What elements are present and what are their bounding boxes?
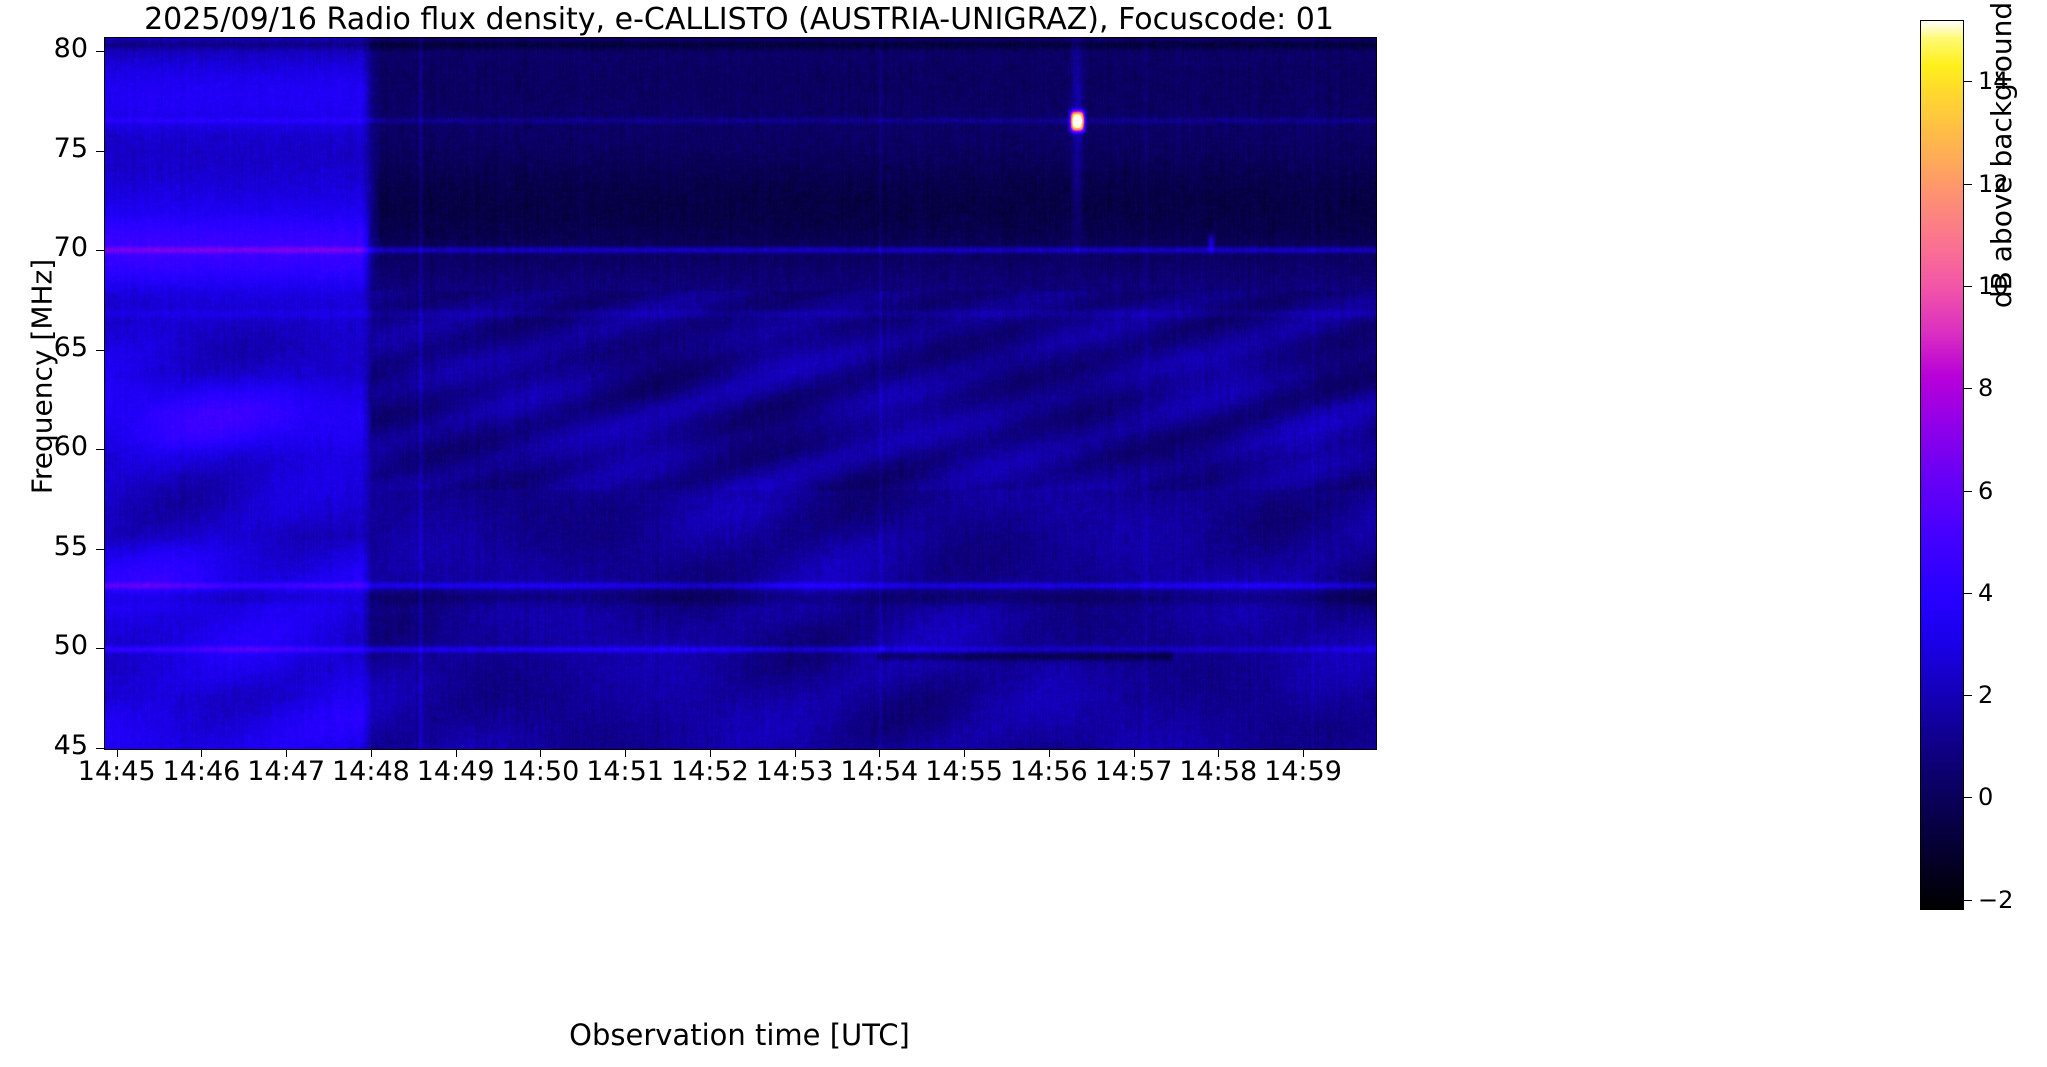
page-title: 2025/09/16 Radio flux density, e-CALLIST… — [144, 2, 1334, 37]
y-tick-mark — [96, 250, 104, 251]
x-tick-mark — [795, 749, 796, 757]
colorbar-tick-label: 4 — [1978, 578, 1994, 607]
x-tick-label: 14:58 — [1179, 756, 1258, 787]
colorbar-tick-mark — [1964, 184, 1972, 185]
x-tick-label: 14:46 — [162, 756, 241, 787]
x-tick-label: 14:54 — [840, 756, 919, 787]
x-tick-label: 14:47 — [247, 756, 326, 787]
x-tick-mark — [964, 749, 965, 757]
x-tick-mark — [201, 749, 202, 757]
colorbar-tick-label: 0 — [1978, 783, 1994, 812]
x-tick-label: 14:53 — [755, 756, 834, 787]
y-tick-mark — [96, 549, 104, 550]
colorbar-label: dB above background — [1985, 1, 2018, 309]
x-tick-mark — [286, 749, 287, 757]
x-tick-label: 14:56 — [1009, 756, 1088, 787]
x-tick-mark — [456, 749, 457, 757]
colorbar-tick-mark — [1964, 81, 1972, 82]
spectrogram-plot-area[interactable] — [104, 37, 1377, 750]
colorbar-tick-mark — [1964, 286, 1972, 287]
y-tick-mark — [96, 51, 104, 52]
y-tick-label: 80 — [53, 32, 88, 64]
y-tick-mark — [96, 350, 104, 351]
x-tick-label: 14:51 — [586, 756, 665, 787]
x-tick-label: 14:50 — [501, 756, 580, 787]
x-tick-mark — [1134, 749, 1135, 757]
y-axis-label: Frequency [MHz] — [25, 258, 59, 495]
colorbar-tick-mark — [1964, 388, 1972, 389]
x-tick-mark — [879, 749, 880, 757]
x-tick-label: 14:45 — [77, 756, 156, 787]
x-tick-mark — [1218, 749, 1219, 757]
colorbar[interactable]: 14 12 10 8 6 4 2 0 −2 — [1920, 20, 2013, 914]
y-tick-mark — [96, 151, 104, 152]
y-tick-label: 70 — [53, 232, 88, 264]
y-tick-label: 75 — [53, 132, 88, 164]
y-tick-label: 60 — [53, 431, 88, 463]
x-tick-mark — [540, 749, 541, 757]
colorbar-tick-mark — [1964, 797, 1972, 798]
x-tick-label: 14:49 — [416, 756, 495, 787]
y-tick-label: 65 — [53, 331, 88, 363]
x-tick-mark — [1049, 749, 1050, 757]
colorbar-tick-mark — [1964, 695, 1972, 696]
x-tick-mark — [371, 749, 372, 757]
colorbar-tick-mark — [1964, 900, 1972, 901]
spectrogram-image — [105, 38, 1376, 749]
colorbar-tick-label: 6 — [1978, 476, 1994, 505]
x-tick-mark — [117, 749, 118, 757]
x-tick-label: 14:48 — [332, 756, 410, 787]
colorbar-tick-label: 2 — [1978, 681, 1994, 710]
x-tick-mark — [1303, 749, 1304, 757]
colorbar-tick-label: 12 — [1978, 169, 2009, 198]
x-tick-mark — [625, 749, 626, 757]
x-tick-label: 14:59 — [1264, 756, 1342, 787]
x-tick-label: 14:57 — [1094, 756, 1173, 787]
colorbar-tick-label: −2 — [1978, 885, 2014, 914]
colorbar-tick-label: 8 — [1978, 374, 1994, 403]
y-tick-label: 50 — [53, 630, 88, 662]
x-tick-mark — [710, 749, 711, 757]
colorbar-tick-label: 10 — [1978, 271, 2009, 300]
y-tick-mark — [96, 449, 104, 450]
y-tick-mark — [96, 648, 104, 649]
x-tick-label: 14:52 — [670, 756, 749, 787]
colorbar-tick-mark — [1964, 491, 1972, 492]
x-axis-label: Observation time [UTC] — [569, 1018, 910, 1052]
y-tick-label: 55 — [53, 530, 88, 562]
colorbar-gradient — [1920, 20, 1964, 910]
y-tick-mark — [96, 748, 104, 749]
x-tick-label: 14:55 — [925, 756, 1003, 787]
colorbar-tick-label: 14 — [1978, 67, 2009, 96]
colorbar-tick-mark — [1964, 593, 1972, 594]
y-tick-label: 45 — [53, 730, 88, 761]
